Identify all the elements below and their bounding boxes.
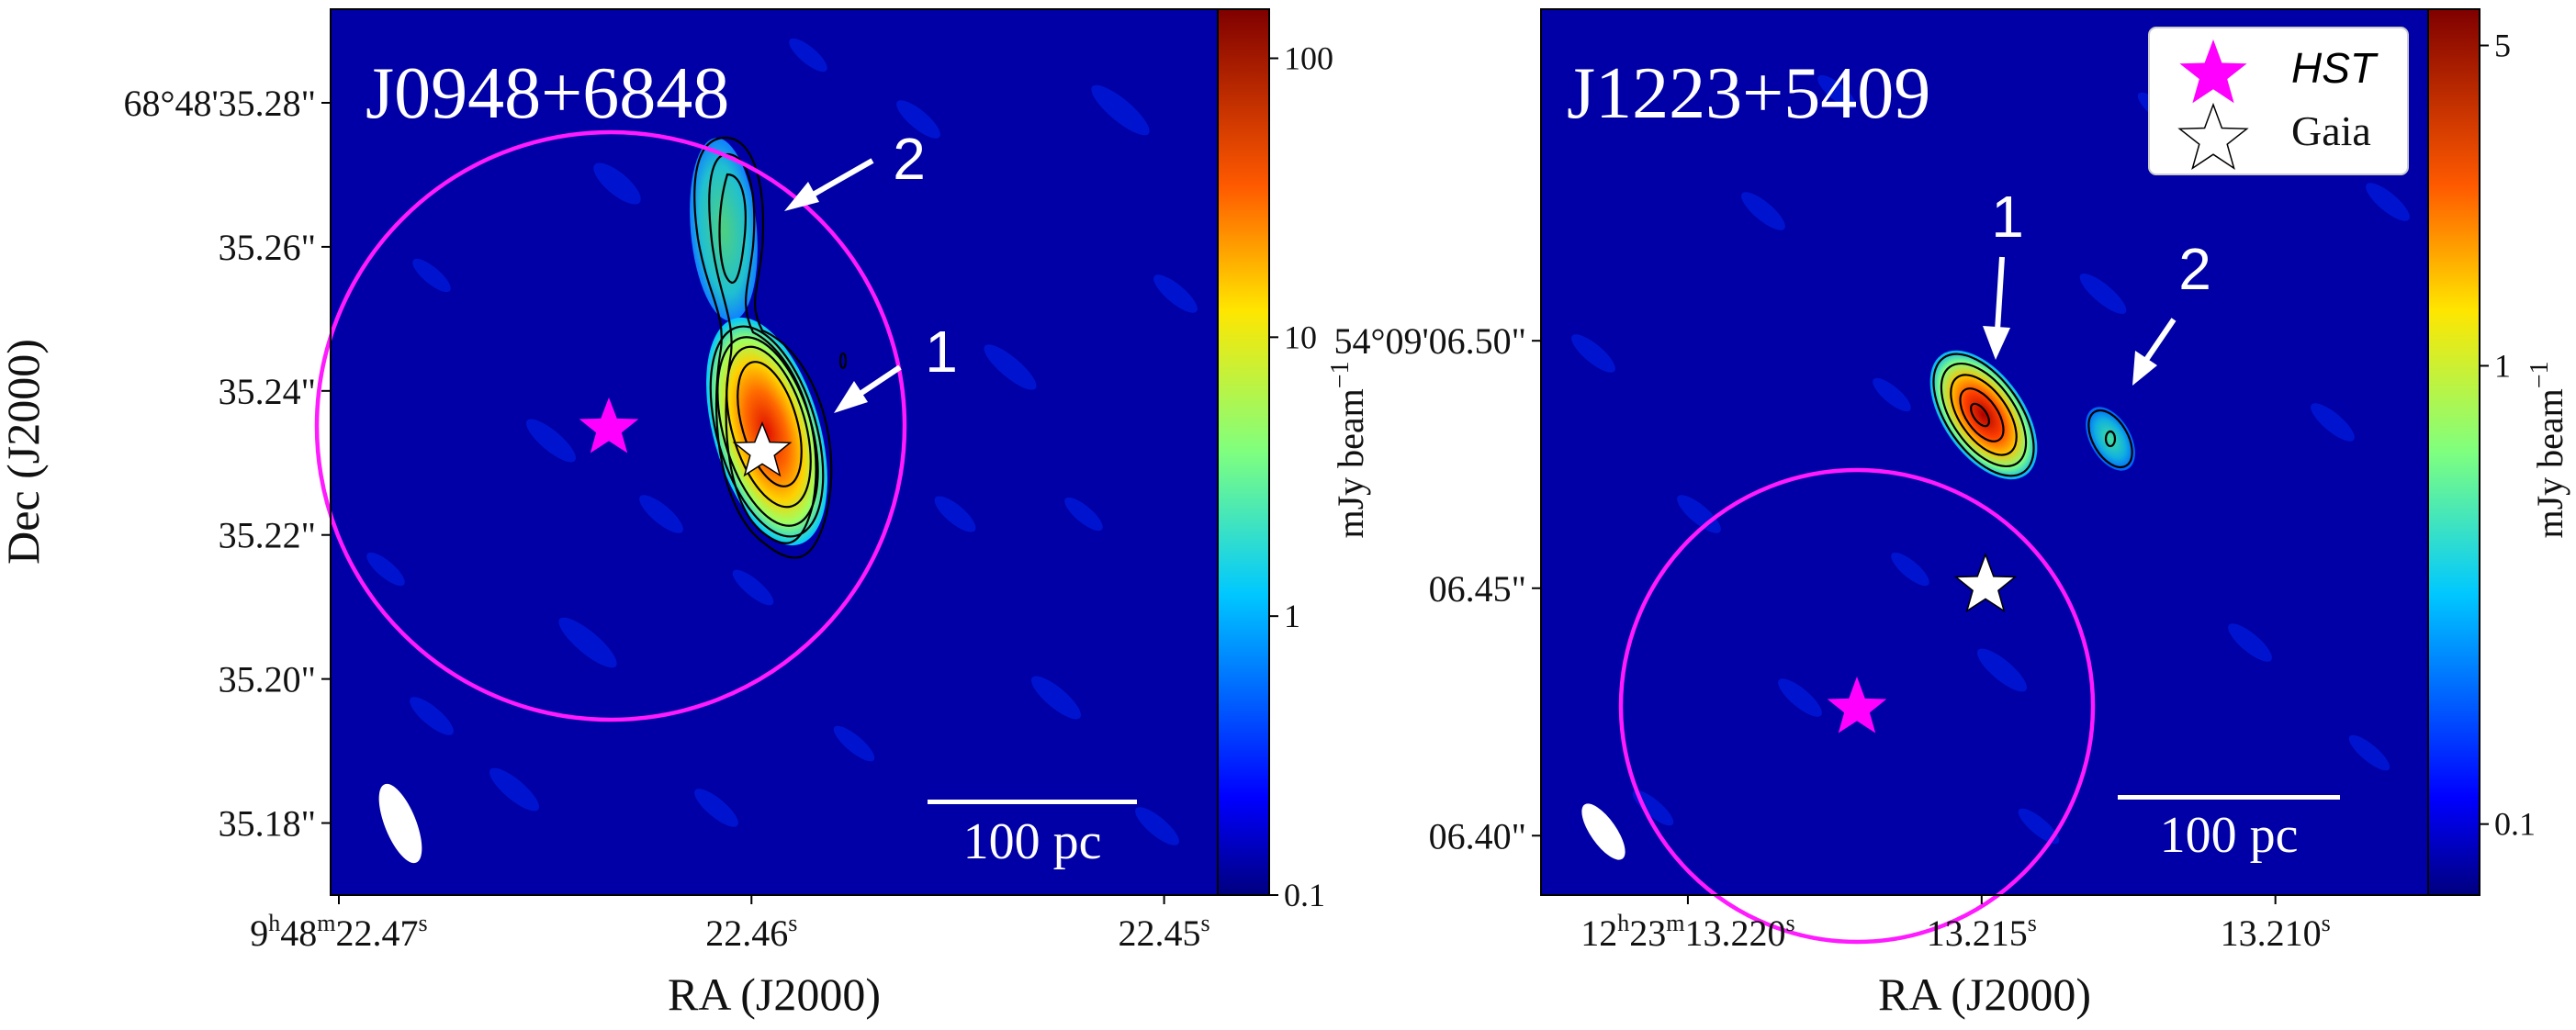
x-axis-label: RA (J2000) — [1878, 968, 2091, 1020]
hst-star-icon — [579, 397, 639, 453]
arrow-1: 1 — [1983, 184, 2024, 360]
panel-title: J0948+6848 — [366, 53, 729, 134]
scale-bar-label: 100 pc — [963, 813, 1102, 870]
noise-speckles — [366, 38, 1198, 845]
panel-j0948: 100 pc 2 1 J0948+6848 100 10 1 0.1 mJy beam… — [0, 8, 1371, 1020]
y-tick-label: 35.24" — [219, 371, 316, 412]
scale-bar: 100 pc — [928, 800, 1137, 870]
scale-bar-label: 100 pc — [2160, 807, 2299, 864]
x-axis-label: RA (J2000) — [668, 968, 881, 1020]
hst-star-icon — [1827, 677, 1887, 733]
y-tick-label: 35.22" — [219, 515, 316, 556]
x-tick-label: 22.46s — [705, 910, 797, 954]
y-tick-label: 06.45" — [1429, 568, 1526, 610]
component-1-emission — [1929, 350, 2038, 480]
y-axis-ticks: 54°09'06.50" 06.45" 06.40" — [1333, 320, 1541, 856]
colorbar-tick-label: 1 — [2494, 347, 2511, 384]
legend-hst-label: HST — [2291, 44, 2379, 92]
arrow-2: 2 — [784, 126, 926, 211]
colorbar-label: mJy beam−1 — [1326, 361, 1371, 538]
x-tick-label: 13.215s — [1927, 910, 2037, 954]
colorbar-label: mJy beam−1 — [2525, 361, 2570, 538]
colorbar-tick-label: 10 — [1284, 319, 1317, 355]
colorbar-tick-label: 1 — [1284, 598, 1300, 634]
beam-ellipse — [378, 783, 422, 864]
contours — [1932, 353, 2133, 477]
scale-bar-line — [928, 800, 1137, 804]
component-2-emission — [2086, 407, 2135, 471]
x-tick-label: 13.210s — [2221, 910, 2331, 954]
colorbar-tick-label: 100 — [1284, 40, 1333, 77]
gaia-star-icon — [1953, 552, 2018, 613]
arrow-1: 1 — [834, 319, 958, 413]
gaia-star-icon — [732, 420, 793, 477]
arrow-2-label: 2 — [2178, 236, 2211, 302]
legend-gaia-label: Gaia — [2291, 107, 2371, 154]
colorbar-tick-label: 0.1 — [2494, 806, 2536, 843]
x-axis-ticks: 12h23m13.220s 13.215s 13.210s — [1580, 895, 2331, 954]
contours — [693, 136, 848, 559]
colorbar — [2427, 8, 2480, 896]
hst-error-circle — [1618, 467, 2096, 945]
y-tick-label: 06.40" — [1429, 815, 1526, 856]
arrow-2: 2 — [2132, 236, 2211, 386]
hst-error-circle — [314, 129, 907, 722]
colorbar — [1217, 8, 1270, 896]
arrow-1-label: 1 — [1991, 184, 2024, 250]
colorbar-ticks: 510.1 — [2480, 28, 2536, 843]
arrow-2-label: 2 — [893, 126, 926, 192]
y-tick-label: 54°09'06.50" — [1333, 320, 1526, 362]
y-axis-ticks: 68°48'35.28" 35.26" 35.24" 35.22" 35.20" 35.1… — [123, 83, 331, 845]
scale-bar-line — [2118, 795, 2340, 800]
panel-j1223: 100 pc 1 2 J1223+5409 HST Gaia 510.1 mJy… — [1333, 8, 2570, 1020]
colorbar-tick-label: 0.1 — [1284, 877, 1325, 913]
legend-gaia-star-icon — [2177, 102, 2249, 171]
y-tick-label: 35.20" — [219, 659, 316, 700]
scale-bar: 100 pc — [2118, 795, 2340, 864]
panel-title: J1223+5409 — [1567, 53, 1930, 134]
arrow-1-label: 1 — [925, 319, 958, 385]
x-tick-label: 22.45s — [1119, 910, 1210, 954]
x-axis-ticks: 9h48m22.47s 22.46s 22.45s — [250, 895, 1210, 954]
x-tick-label: 12h23m13.220s — [1580, 910, 1794, 954]
colorbar-ticks: 100 10 1 0.1 — [1269, 40, 1333, 913]
y-axis-label: Dec (J2000) — [0, 339, 49, 565]
beam-ellipse — [1581, 803, 1625, 860]
y-tick-label: 68°48'35.28" — [123, 83, 316, 124]
colorbar-tick-label: 5 — [2494, 28, 2511, 64]
legend: HST Gaia — [2148, 27, 2409, 175]
y-tick-label: 35.18" — [219, 803, 316, 845]
y-tick-label: 35.26" — [219, 227, 316, 268]
source-emission — [1929, 350, 2135, 480]
x-tick-label: 9h48m22.47s — [250, 910, 427, 954]
legend-hst-star-icon — [2179, 39, 2247, 104]
